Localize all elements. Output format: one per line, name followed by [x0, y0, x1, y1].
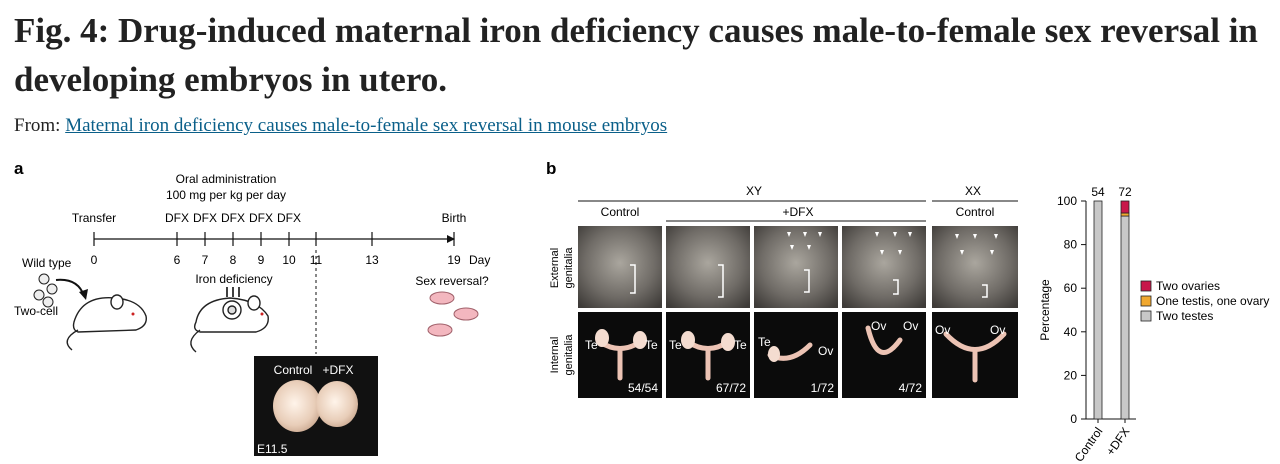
- dfx-label: DFX: [277, 211, 301, 225]
- embryo-inset-photo: Control +DFX E11.5: [254, 356, 378, 456]
- count-label: 54/54: [628, 381, 658, 395]
- source-line: From: Maternal iron deficiency causes ma…: [14, 115, 667, 137]
- legend-swatch: [1140, 295, 1152, 307]
- figure-panels: a Oral administration 100 mg per kg per …: [14, 159, 1269, 464]
- sex-reversal-label: Sex reversal?: [415, 274, 489, 288]
- bar-segment: [1120, 215, 1130, 420]
- internal-organ-label: Te: [669, 338, 682, 352]
- legend-entry: Two ovaries: [1156, 279, 1220, 293]
- xx-header: XX: [965, 184, 981, 198]
- legend-entry: Two testes: [1156, 309, 1213, 323]
- x-tick-label: +DFX: [1103, 425, 1132, 458]
- internal-organ-label: Ov: [871, 319, 886, 333]
- legend-entry: One testis, one ovary: [1156, 294, 1269, 308]
- row-label-external: External: [549, 248, 561, 288]
- timeline-arrowhead: [447, 235, 455, 243]
- legend-swatch: [1140, 280, 1152, 292]
- day-tick: 9: [258, 253, 265, 267]
- day-tick: 6: [174, 253, 181, 267]
- wild-type-label: Wild type: [22, 256, 72, 270]
- panel-a: a Oral administration 100 mg per kg per …: [14, 159, 490, 456]
- panel-a-label: a: [14, 159, 24, 178]
- y-tick-label: 60: [1064, 281, 1078, 295]
- day-tick: 11: [310, 253, 323, 267]
- day-tick: 7: [202, 253, 209, 267]
- internal-organ-label: Te: [585, 338, 598, 352]
- bar-segment: [1120, 200, 1130, 214]
- from-prefix: From:: [14, 115, 66, 136]
- dfx-label: DFX: [193, 211, 217, 225]
- xy-header: XY: [746, 184, 762, 198]
- xy-control-header: Control: [601, 205, 640, 219]
- oral-administration-label: Oral administration: [176, 172, 277, 186]
- day-tick: 8: [230, 253, 237, 267]
- transfer-label: Transfer: [72, 211, 116, 225]
- y-axis-label: Percentage: [1038, 279, 1052, 341]
- y-tick-label: 80: [1064, 238, 1078, 252]
- inset-dfx-label: +DFX: [322, 363, 353, 377]
- two-cell-label: Two-cell: [14, 304, 58, 318]
- internal-organ-label: Ov: [818, 344, 833, 358]
- day-unit: Day: [469, 253, 490, 267]
- bar-total-label: 54: [1091, 185, 1105, 199]
- iron-deficiency-label: Iron deficiency: [195, 272, 272, 286]
- y-tick-label: 0: [1070, 412, 1077, 426]
- source-article-link[interactable]: Maternal iron deficiency causes male-to-…: [65, 115, 668, 136]
- dose-label: 100 mg per kg per day: [166, 188, 286, 202]
- internal-organ-label: Te: [758, 335, 771, 349]
- y-tick-label: 20: [1064, 368, 1078, 382]
- internal-organ-label: Te: [645, 338, 658, 352]
- bar-total-label: 72: [1118, 185, 1132, 199]
- day-tick: 10: [282, 253, 296, 267]
- row-label-internal: genitalia: [563, 334, 575, 376]
- panel-b-label: b: [546, 159, 556, 178]
- row-label-external: genitalia: [563, 247, 575, 289]
- count-label: 67/72: [716, 381, 746, 395]
- y-tick-label: 100: [1057, 194, 1077, 208]
- row-label-internal: Internal: [549, 337, 561, 374]
- figure-title: Fig. 4: Drug-induced maternal iron defic…: [14, 11, 1258, 99]
- internal-organ-label: Te: [734, 338, 747, 352]
- birth-label: Birth: [442, 211, 467, 225]
- xx-control-header: Control: [956, 205, 995, 219]
- internal-genitalia-photos: Te Te Te Te Te Ov Ov Ov Ov Ov 54/54 67/7…: [578, 312, 1018, 398]
- bar-segment: [1120, 212, 1130, 217]
- internal-organ-label: Ov: [935, 323, 950, 337]
- internal-organ-label: Ov: [903, 319, 918, 333]
- count-label: 4/72: [899, 381, 923, 395]
- panel-b: b XY XX Control +DFX Control External ge…: [546, 159, 1269, 464]
- down-arrows-icon: [226, 287, 240, 297]
- inset-stage-label: E11.5: [257, 442, 288, 456]
- bar-segment: [1093, 200, 1103, 420]
- embryo-cells-icon: [33, 273, 58, 308]
- day-tick: 19: [447, 253, 461, 267]
- dfx-label: DFX: [249, 211, 273, 225]
- legend-swatch: [1140, 310, 1152, 322]
- x-tick-label: Control: [1072, 425, 1106, 464]
- mouse-icon: [66, 294, 147, 351]
- external-genitalia-photos: [578, 226, 1018, 308]
- inset-control-label: Control: [274, 363, 313, 377]
- dfx-label: DFX: [165, 211, 189, 225]
- xy-dfx-header: +DFX: [782, 205, 813, 219]
- count-label: 1/72: [811, 381, 835, 395]
- day-tick: 13: [365, 253, 379, 267]
- internal-organ-label: Ov: [990, 323, 1005, 337]
- y-tick-label: 40: [1064, 325, 1078, 339]
- pregnant-mouse-icon: [190, 295, 269, 353]
- day-tick: 0: [91, 253, 98, 267]
- timeline: 0 6 7 8 9 10 11 13 19 Day: [91, 232, 490, 267]
- dfx-label: DFX: [221, 211, 245, 225]
- transfer-arrow-icon: [55, 278, 85, 297]
- pups-icon: [427, 291, 479, 337]
